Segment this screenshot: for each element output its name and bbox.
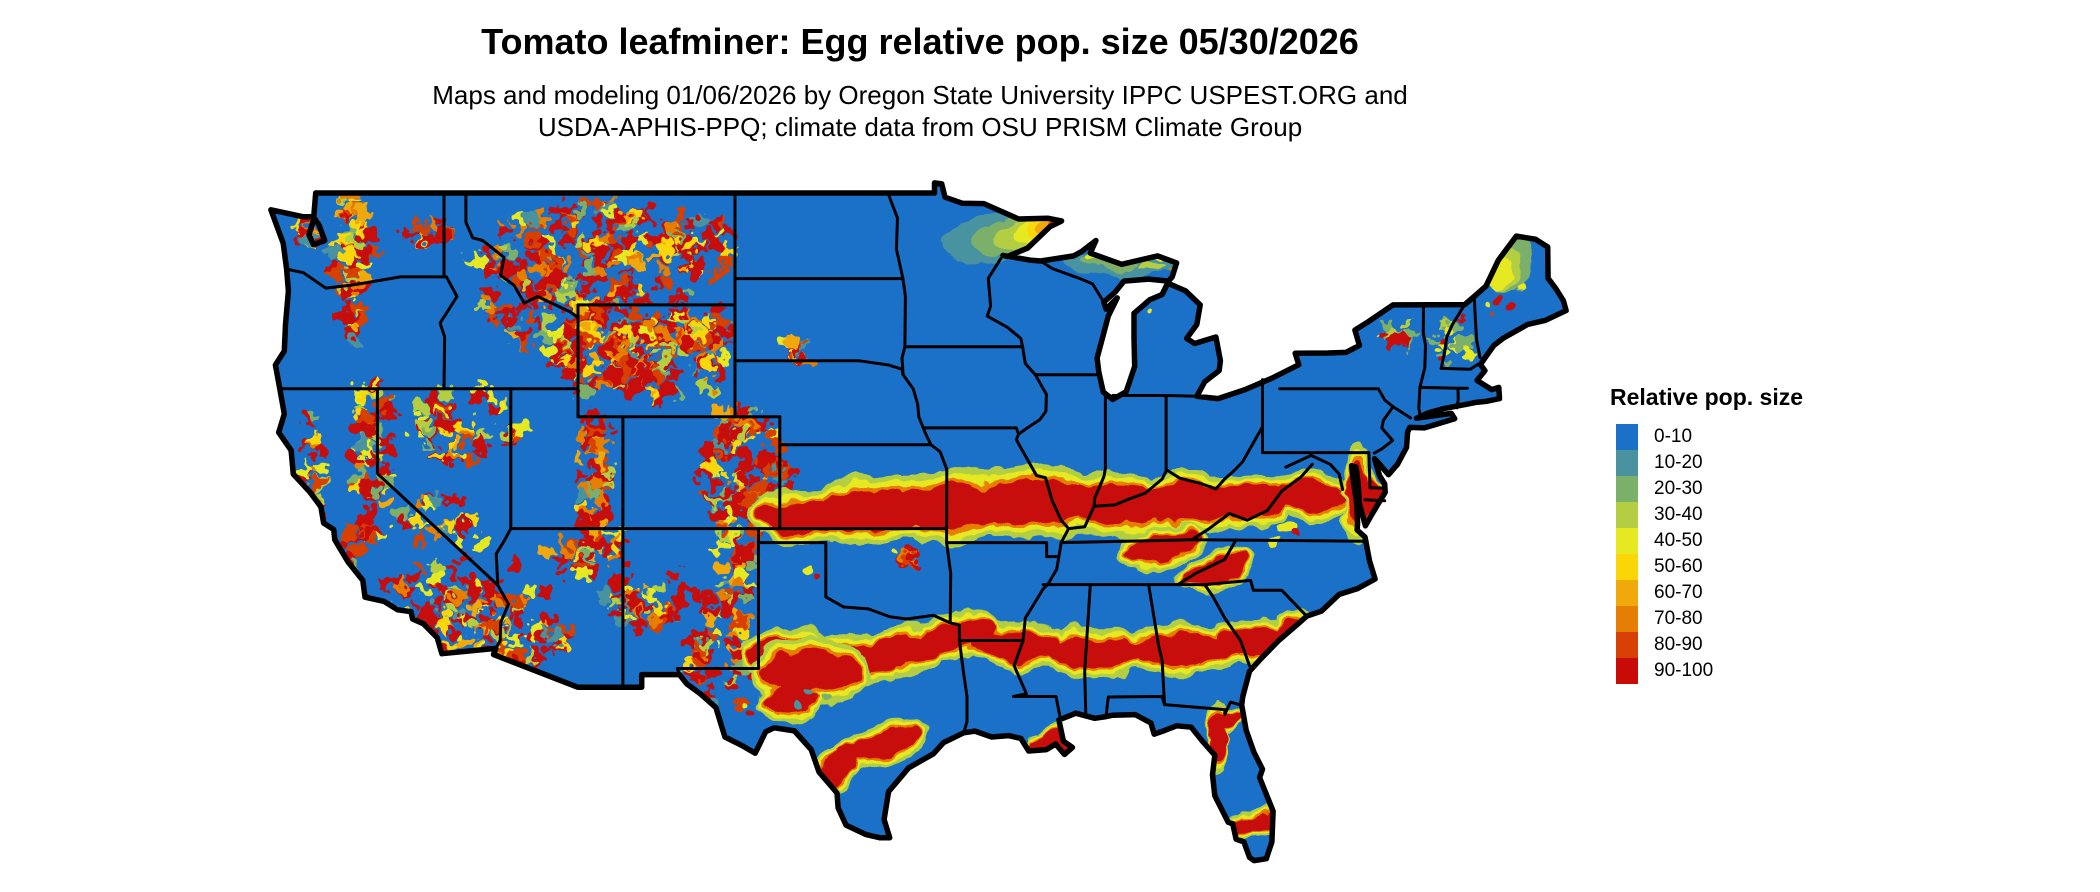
legend-items: 0-10 10-20 20-30 30-40 40-50 50-60 60-70 70-80 8… bbox=[1610, 424, 1803, 684]
legend-row: 50-60 bbox=[1610, 554, 1803, 580]
legend-swatch bbox=[1616, 450, 1638, 476]
legend-swatch bbox=[1616, 580, 1638, 606]
subtitle-line-1: Maps and modeling 01/06/2026 by Oregon S… bbox=[432, 80, 1408, 110]
subtitle-line-2: USDA-APHIS-PPQ; climate data from OSU PR… bbox=[537, 112, 1303, 142]
legend-label: 70-80 bbox=[1654, 608, 1703, 629]
legend-label: 90-100 bbox=[1654, 660, 1714, 681]
legend-row: 30-40 bbox=[1610, 502, 1803, 528]
legend-swatch bbox=[1616, 528, 1638, 554]
legend-title: Relative pop. size bbox=[1610, 384, 1804, 410]
legend-row: 80-90 bbox=[1610, 632, 1803, 658]
legend-label: 20-30 bbox=[1654, 478, 1703, 499]
legend-swatch bbox=[1616, 632, 1638, 658]
legend-swatch bbox=[1616, 606, 1638, 632]
legend-row: 70-80 bbox=[1610, 606, 1803, 632]
page-title: Tomato leafminer: Egg relative pop. size… bbox=[481, 21, 1359, 62]
legend-swatch bbox=[1616, 554, 1638, 580]
legend-label: 30-40 bbox=[1654, 504, 1703, 525]
legend-row: 10-20 bbox=[1610, 450, 1803, 476]
legend-swatch bbox=[1616, 424, 1638, 450]
legend-row: 90-100 bbox=[1610, 658, 1803, 684]
legend-label: 40-50 bbox=[1654, 530, 1703, 551]
legend-swatch bbox=[1616, 502, 1638, 528]
legend-label: 60-70 bbox=[1654, 582, 1703, 603]
national-outline bbox=[268, 180, 1569, 864]
legend-swatch bbox=[1616, 476, 1638, 502]
legend: Relative pop. size 0-10 10-20 20-30 30-40 40… bbox=[1610, 384, 1803, 684]
legend-swatch bbox=[1616, 658, 1638, 684]
legend-label: 10-20 bbox=[1654, 452, 1703, 473]
legend-label: 80-90 bbox=[1654, 634, 1703, 655]
legend-row: 40-50 bbox=[1610, 528, 1803, 554]
legend-row: 0-10 bbox=[1610, 424, 1803, 450]
legend-label: 0-10 bbox=[1654, 426, 1693, 447]
legend-row: 20-30 bbox=[1610, 476, 1803, 502]
state-borders bbox=[278, 191, 1482, 735]
legend-row: 60-70 bbox=[1610, 580, 1803, 606]
legend-label: 50-60 bbox=[1654, 556, 1703, 577]
